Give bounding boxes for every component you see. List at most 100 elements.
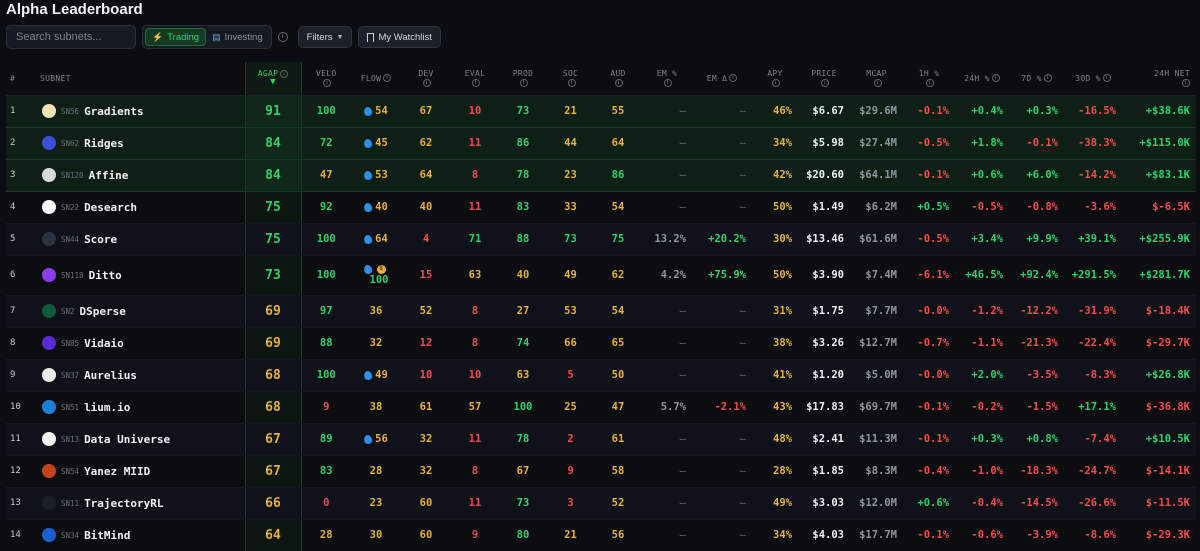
subnet-link[interactable]: SN120 Affine [40,168,245,182]
subnet-link[interactable]: SN54 Yanez MIID [40,464,245,478]
col-1h[interactable]: 1H % i [903,62,955,96]
col-price[interactable]: PRICE i [798,62,850,96]
h1-cell: -0.1% [903,423,955,456]
prod-cell: 78 [499,423,547,456]
d30-cell: -7.4% [1064,423,1122,456]
subnet-link[interactable]: SN34 BitMind [40,528,245,542]
subnet-link[interactable]: SN22 Desearch [40,200,245,214]
col-apy[interactable]: APY i [752,62,798,96]
col-flow[interactable]: FLOW i [351,62,401,96]
col-velo[interactable]: VELO i [301,62,351,96]
coin-icon: $ [376,264,386,274]
table-row[interactable]: 12 SN54 Yanez MIID 67 83 28 32 8 67 9 58— —28% $1.85… [6,455,1196,488]
subnet-link[interactable]: SN118 Ditto [40,268,245,282]
aud-cell: 54 [594,295,642,328]
em-delta-cell: — [692,127,752,160]
table-row[interactable]: 3 SN120 Affine 84 47 53 64 8 78 23 86— —42% $20.60 $6… [6,159,1196,192]
eval-cell: 63 [451,255,499,296]
h1-cell: -6.1% [903,255,955,296]
net-cell: $-14.1K [1122,455,1196,488]
dev-cell: 60 [401,487,451,520]
dev-cell: 32 [401,423,451,456]
subnet-name: Score [84,232,118,246]
dev-cell: 62 [401,127,451,160]
col-7d[interactable]: 7D % i [1009,62,1064,96]
info-icon: i [772,78,780,87]
col-30d[interactable]: 30D % i [1064,62,1122,96]
col-dev[interactable]: DEV i [401,62,451,96]
table-row[interactable]: 13 SN11 TrajectoryRL 66 0 23 60 11 73 3 52— —49% $3.… [6,487,1196,520]
col-soc[interactable]: SOC i [547,62,594,96]
subnet-link[interactable]: SN2 DSperse [40,304,245,318]
soc-cell: 21 [547,95,594,128]
table-row[interactable]: 8 SN85 Vidaio 69 88 32 12 8 74 66 65— —38% $3.26 $12.… [6,327,1196,360]
trading-tab[interactable]: ⚡ Trading [145,28,207,46]
soc-cell: 25 [547,391,594,424]
aud-cell: 52 [594,487,642,520]
h24-cell: +0.4% [955,95,1009,128]
table-row[interactable]: 2 SN62 Ridges 84 72 45 62 11 86 44 64— —34% $5.98 $27… [6,127,1196,160]
subnet-link[interactable]: SN62 Ridges [40,136,245,150]
table-row[interactable]: 6 SN118 Ditto 73 100 $100 15 63 40 49 62 4.2% +75.9%… [6,255,1196,296]
velo-cell: 72 [301,127,351,160]
subnet-cell: SN13 Data Universe [40,423,245,456]
info-icon: i [520,78,528,87]
subnet-link[interactable]: SN56 Gradients [40,104,245,118]
aud-cell: 47 [594,391,642,424]
filters-button[interactable]: Filters ▼ [297,26,353,48]
col-em-pct[interactable]: EM % i [642,62,692,96]
em-delta-cell: — [692,455,752,488]
agap-cell: 91 [244,95,302,128]
soc-cell: 44 [547,127,594,160]
h1-cell: +0.6% [903,487,955,520]
subnet-id: SN34 [61,530,80,540]
velo-cell: 97 [301,295,351,328]
table-row[interactable]: 1 SN56 Gradients 91 100 54 67 10 73 21 55— —46% $6.6… [6,95,1196,128]
watchlist-button[interactable]: My Watchlist [358,26,441,48]
col-prod[interactable]: PROD i [499,62,547,96]
price-cell: $17.83 [798,391,850,424]
info-icon[interactable]: i [277,32,288,42]
d30-cell: -22.4% [1064,327,1122,360]
subnet-link[interactable]: SN37 Aurelius [40,368,245,382]
em-cell: — [642,191,692,224]
col-mcap[interactable]: MCAP i [850,62,903,96]
info-icon: i [664,78,672,87]
col-subnet[interactable]: SUBNET [40,62,245,96]
dev-cell: 60 [401,519,451,551]
table-row[interactable]: 14 SN34 BitMind 64 28 30 60 9 80 21 56— —34% $4.03 $1… [6,519,1196,551]
aud-cell: 54 [594,191,642,224]
flow-cell: 38 [351,391,401,424]
col-24h-net[interactable]: 24H NET i [1122,62,1196,96]
col-24h[interactable]: 24H % i [955,62,1009,96]
droplet-icon [362,263,373,275]
price-cell: $20.60 [798,159,850,192]
subnet-link[interactable]: SN13 Data Universe [40,432,245,446]
h24-cell: +0.3% [955,423,1009,456]
search-input[interactable] [6,25,136,49]
rank-cell: 9 [6,359,40,392]
eval-cell: 8 [451,159,499,192]
subnet-link[interactable]: SN44 Score [40,232,245,246]
price-cell: $4.03 [798,519,850,551]
subnet-cell: SN37 Aurelius [40,359,245,392]
prod-cell: 67 [499,455,547,488]
table-row[interactable]: 4 SN22 Desearch 75 92 40 40 11 83 33 54— —50% $1.49 $… [6,191,1196,224]
col-rank[interactable]: # [6,62,40,96]
table-row[interactable]: 11 SN13 Data Universe 67 89 56 32 11 78 2 61— —48% $… [6,423,1196,456]
col-aud[interactable]: AUD i [594,62,642,96]
col-agap[interactable]: AGAP i ▼ [244,62,302,96]
apy-cell: 28% [752,455,798,488]
investing-tab[interactable]: ▤ Investing [206,28,269,46]
subnet-link[interactable]: SN51 lium.io [40,400,245,414]
apy-cell: 50% [752,191,798,224]
col-eval[interactable]: EVAL i [451,62,499,96]
table-row[interactable]: 7 SN2 DSperse 69 97 36 52 8 27 53 54— —31% $1.75 $7.7… [6,295,1196,328]
table-row[interactable]: 9 SN37 Aurelius 68 100 49 10 10 63 5 50— —41% $1.20 $… [6,359,1196,392]
table-row[interactable]: 10 SN51 lium.io 68 9 38 61 57 100 25 47 5.7% -2.1% 43… [6,391,1196,424]
table-row[interactable]: 5 SN44 Score 75 100 64 4 71 88 73 75 13.2% +20.2% 30%… [6,223,1196,256]
subnet-link[interactable]: SN11 TrajectoryRL [40,496,245,510]
subnet-link[interactable]: SN85 Vidaio [40,336,245,350]
subnet-logo-icon [42,136,56,150]
